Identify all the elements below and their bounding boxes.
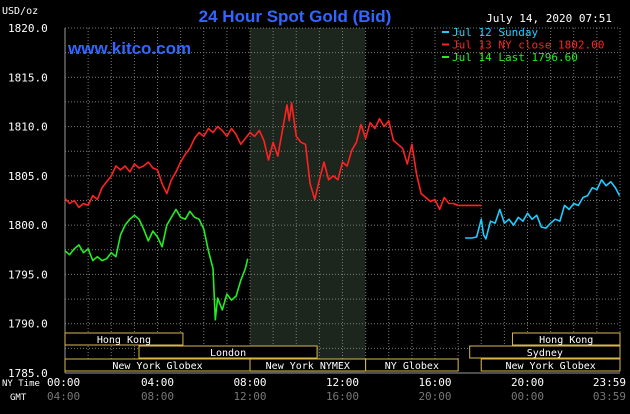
session-label: Hong Kong: [539, 335, 593, 346]
x-tick-label-ny: 16:00: [418, 376, 451, 389]
y-tick-label: 1805.0: [8, 170, 48, 183]
timestamp-label: July 14, 2020 07:51: [486, 12, 612, 25]
gmt-axis-label: GMT: [10, 393, 27, 403]
x-tick-label-ny: 04:00: [141, 376, 174, 389]
plot-area: 1820.0 1815.0 1810.0 1805.0 1800.0 1795.0 1790…: [8, 22, 626, 403]
y-tick-label: 1785.0: [8, 367, 48, 380]
y-tick-label: 1800.0: [8, 219, 48, 232]
session-bar: [365, 358, 459, 372]
x-tick-label-gmt: 20:00: [418, 390, 451, 403]
chart-title: 24 Hour Spot Gold (Bid): [199, 7, 392, 26]
x-tick-label-ny: 00:00: [47, 376, 80, 389]
legend-entry: Jul 14 Last 1796.60: [452, 51, 578, 64]
session-label: NY Globex: [385, 361, 439, 372]
session-bar: [64, 332, 184, 346]
session-label: New York Globex: [505, 361, 595, 372]
ny-time-axis-label: NY Time: [2, 379, 40, 389]
session-bar: [469, 345, 621, 359]
x-tick-label-gmt: 00:00: [511, 390, 544, 403]
x-tick-label-gmt: 04:00: [47, 390, 80, 403]
session-bar: [511, 332, 621, 346]
y-tick-label: 1815.0: [8, 71, 48, 84]
text-layer: 24 Hour Spot Gold (Bid) www.kitco.com Ju…: [2, 6, 612, 403]
y-tick-label: 1810.0: [8, 121, 48, 134]
session-label: New York Globex: [112, 361, 202, 372]
x-tick-label-ny: 08:00: [233, 376, 266, 389]
x-tick-label-gmt: 16:00: [326, 390, 359, 403]
y-tick-label: 1790.0: [8, 318, 48, 331]
session-bar: [480, 358, 621, 372]
x-tick-label-gmt: 12:00: [233, 390, 266, 403]
session-label: New York NYMEX: [266, 361, 350, 372]
x-tick-label-ny: 23:59: [593, 376, 626, 389]
legend-entry: Jul 12 Sunday: [452, 26, 538, 39]
grid-lines: [64, 27, 621, 374]
session-label: Hong Kong: [97, 335, 151, 346]
session-bar: [138, 345, 318, 359]
session-label: Sydney: [527, 348, 563, 359]
series-line-3: [64, 208, 249, 321]
legend-entry: Jul 13 NY close 1802.00: [452, 39, 604, 52]
x-tick-label-ny: 12:00: [326, 376, 359, 389]
y-tick-label: 1795.0: [8, 268, 48, 281]
series-line-2: [64, 102, 482, 211]
series-line-1: [465, 179, 621, 240]
website-label: www.kitco.com: [67, 39, 191, 58]
x-tick-label-ny: 20:00: [511, 376, 544, 389]
y-tick-label: 1820.0: [8, 22, 48, 35]
unit-label: USD/oz: [2, 6, 38, 17]
x-tick-label-gmt: 08:00: [141, 390, 174, 403]
x-tick-label-gmt: 03:59: [593, 390, 626, 403]
session-label: London: [210, 348, 246, 359]
